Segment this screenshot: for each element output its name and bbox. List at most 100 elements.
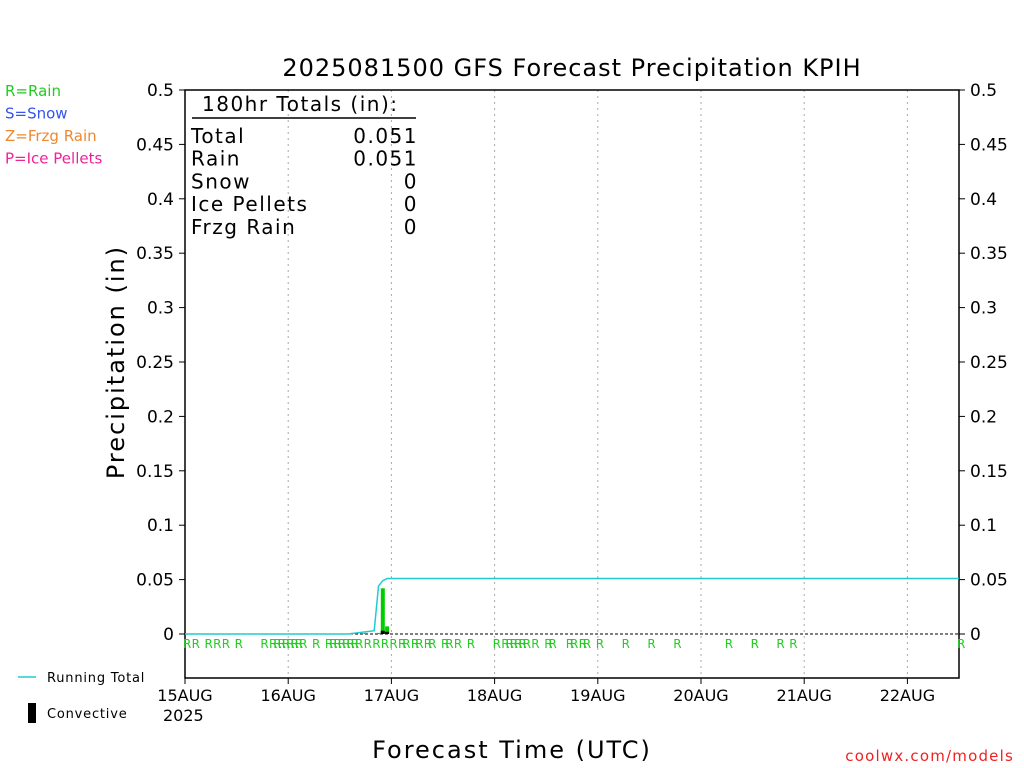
y-tick-label-left: 0.45	[136, 135, 174, 155]
totals-heading: 180hr Totals (in):	[202, 92, 399, 116]
rain-type-marker: R	[364, 637, 372, 651]
totals-row-value: 0	[404, 192, 418, 216]
rain-type-marker: R	[957, 637, 965, 651]
rain-type-marker: R	[351, 637, 359, 651]
rain-type-marker: R	[372, 637, 380, 651]
y-tick-label-left: 0	[163, 625, 174, 645]
x-tick-label: 22AUG	[880, 686, 935, 705]
rain-type-marker: R	[751, 637, 759, 651]
x-tick-label: 18AUG	[467, 686, 522, 705]
y-tick-label-right: 0.05	[970, 571, 1008, 591]
y-tick-label-left: 0.4	[147, 190, 174, 210]
totals-box: 180hr Totals (in): Total 0.051 Rain 0.051 Sn…	[190, 92, 418, 239]
y-axis: 0 00.05 0.050.1 0.10.15 0.150.2 0.20.25 0.250.…	[136, 81, 1008, 645]
rain-type-marker: R	[647, 637, 655, 651]
credit-text: coolwx.com/models	[845, 747, 1014, 765]
rain-type-marker: R	[514, 637, 522, 651]
x-tick-label: 15AUG	[157, 686, 212, 705]
x-tick-label: 16AUG	[260, 686, 315, 705]
rain-type-marker: R	[325, 637, 333, 651]
rain-type-marker: R	[299, 637, 307, 651]
rain-type-marker: R	[213, 637, 221, 651]
rain-type-marker: R	[269, 637, 277, 651]
y-tick-label-right: 0.1	[970, 516, 997, 536]
rain-type-marker: R	[549, 637, 557, 651]
x-axis-label: Forecast Time (UTC)	[372, 736, 652, 764]
rain-bar	[363, 632, 368, 634]
rain-type-marker: R	[501, 637, 509, 651]
rain-type-marker: R	[531, 637, 539, 651]
rain-type-marker: R	[346, 637, 354, 651]
totals-row-label: Rain	[191, 147, 241, 171]
rain-type-marker: R	[282, 637, 290, 651]
rain-type-marker: R	[355, 637, 363, 651]
rain-type-marker: R	[570, 637, 578, 651]
x-tick-label: 19AUG	[570, 686, 625, 705]
totals-row-label: Ice Pellets	[191, 192, 308, 216]
series-layer	[185, 577, 959, 635]
rain-bar	[380, 588, 385, 634]
legend-item: S=Snow	[5, 105, 68, 123]
rain-type-marker: R	[329, 637, 337, 651]
x-axis: 15AUG 16AUG 17AUG 18AUG 19AUG 20AUG 21AUG 22AUG	[157, 678, 935, 705]
chart-title: 2025081500 GFS Forecast Precipitation KP…	[282, 54, 861, 82]
rain-type-marker: R	[506, 637, 514, 651]
rain-type-marker: R	[566, 637, 574, 651]
y-tick-label-right: 0.4	[970, 190, 997, 210]
rain-type-marker: R	[428, 637, 436, 651]
rain-type-marker: R	[441, 637, 449, 651]
rain-type-marker: R	[454, 637, 462, 651]
rain-type-marker: R	[467, 637, 475, 651]
y-tick-label-right: 0.15	[970, 462, 1008, 482]
x-tick-label: 21AUG	[776, 686, 831, 705]
rain-type-marker: R	[291, 637, 299, 651]
legend-item: R=Rain	[5, 82, 61, 100]
rain-type-marker: R	[338, 637, 346, 651]
rain-type-marker: R	[312, 637, 320, 651]
rain-type-marker: R	[295, 637, 303, 651]
rain-type-marker: R	[596, 637, 604, 651]
rain-type-marker: R	[402, 637, 410, 651]
x-tick-label: 17AUG	[364, 686, 419, 705]
y-tick-label-right: 0.2	[970, 407, 997, 427]
rain-bar	[376, 632, 381, 634]
rain-type-marker: R	[725, 637, 733, 651]
y-tick-label-right: 0.45	[970, 135, 1008, 155]
rain-type-marker: R	[398, 637, 406, 651]
rain-type-marker: R	[510, 637, 518, 651]
totals-row-value: 0	[404, 169, 418, 193]
rain-type-marker: R	[389, 637, 397, 651]
rain-type-marker: R	[622, 637, 630, 651]
convective-swatch	[28, 703, 36, 723]
y-tick-label-right: 0.35	[970, 244, 1008, 264]
rain-type-marker: R	[673, 637, 681, 651]
rain-type-marker: R	[518, 637, 526, 651]
legend-running-total: Running Total	[47, 671, 145, 686]
y-tick-label-right: 0.3	[970, 299, 997, 319]
convective-bar	[380, 630, 385, 634]
rain-type-marker: R	[544, 637, 552, 651]
rain-type-marker: R	[776, 637, 784, 651]
rain-type-marker: R	[445, 637, 453, 651]
y-axis-label: Precipitation (in)	[102, 245, 130, 479]
x-year-label: 2025	[163, 706, 204, 725]
convective-bar	[385, 631, 390, 634]
gridlines	[287, 90, 908, 678]
totals-row-value: 0	[404, 215, 418, 239]
rain-type-marker: R	[493, 637, 501, 651]
y-tick-label-left: 0.25	[136, 353, 174, 373]
rain-type-marker: R	[583, 637, 591, 651]
y-tick-label-left: 0.3	[147, 299, 174, 319]
totals-row-label: Snow	[191, 169, 251, 193]
rain-type-marker: R	[278, 637, 286, 651]
rain-type-marker: R	[334, 637, 342, 651]
rain-type-marker: R	[286, 637, 294, 651]
rain-type-marker: R	[235, 637, 243, 651]
y-tick-label-left: 0.1	[147, 516, 174, 536]
series-legend: Running Total Convective	[18, 671, 145, 723]
totals-row-value: 0.051	[353, 124, 418, 148]
rain-type-marker: R	[381, 637, 389, 651]
rain-type-marker: R	[523, 637, 531, 651]
rain-type-marker: R	[260, 637, 268, 651]
